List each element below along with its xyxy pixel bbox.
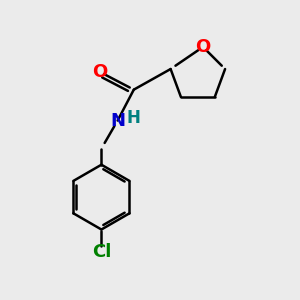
Text: N: N xyxy=(110,112,125,130)
Text: O: O xyxy=(92,63,108,81)
Text: Cl: Cl xyxy=(92,243,111,261)
Text: O: O xyxy=(195,38,211,56)
Text: H: H xyxy=(127,109,141,127)
